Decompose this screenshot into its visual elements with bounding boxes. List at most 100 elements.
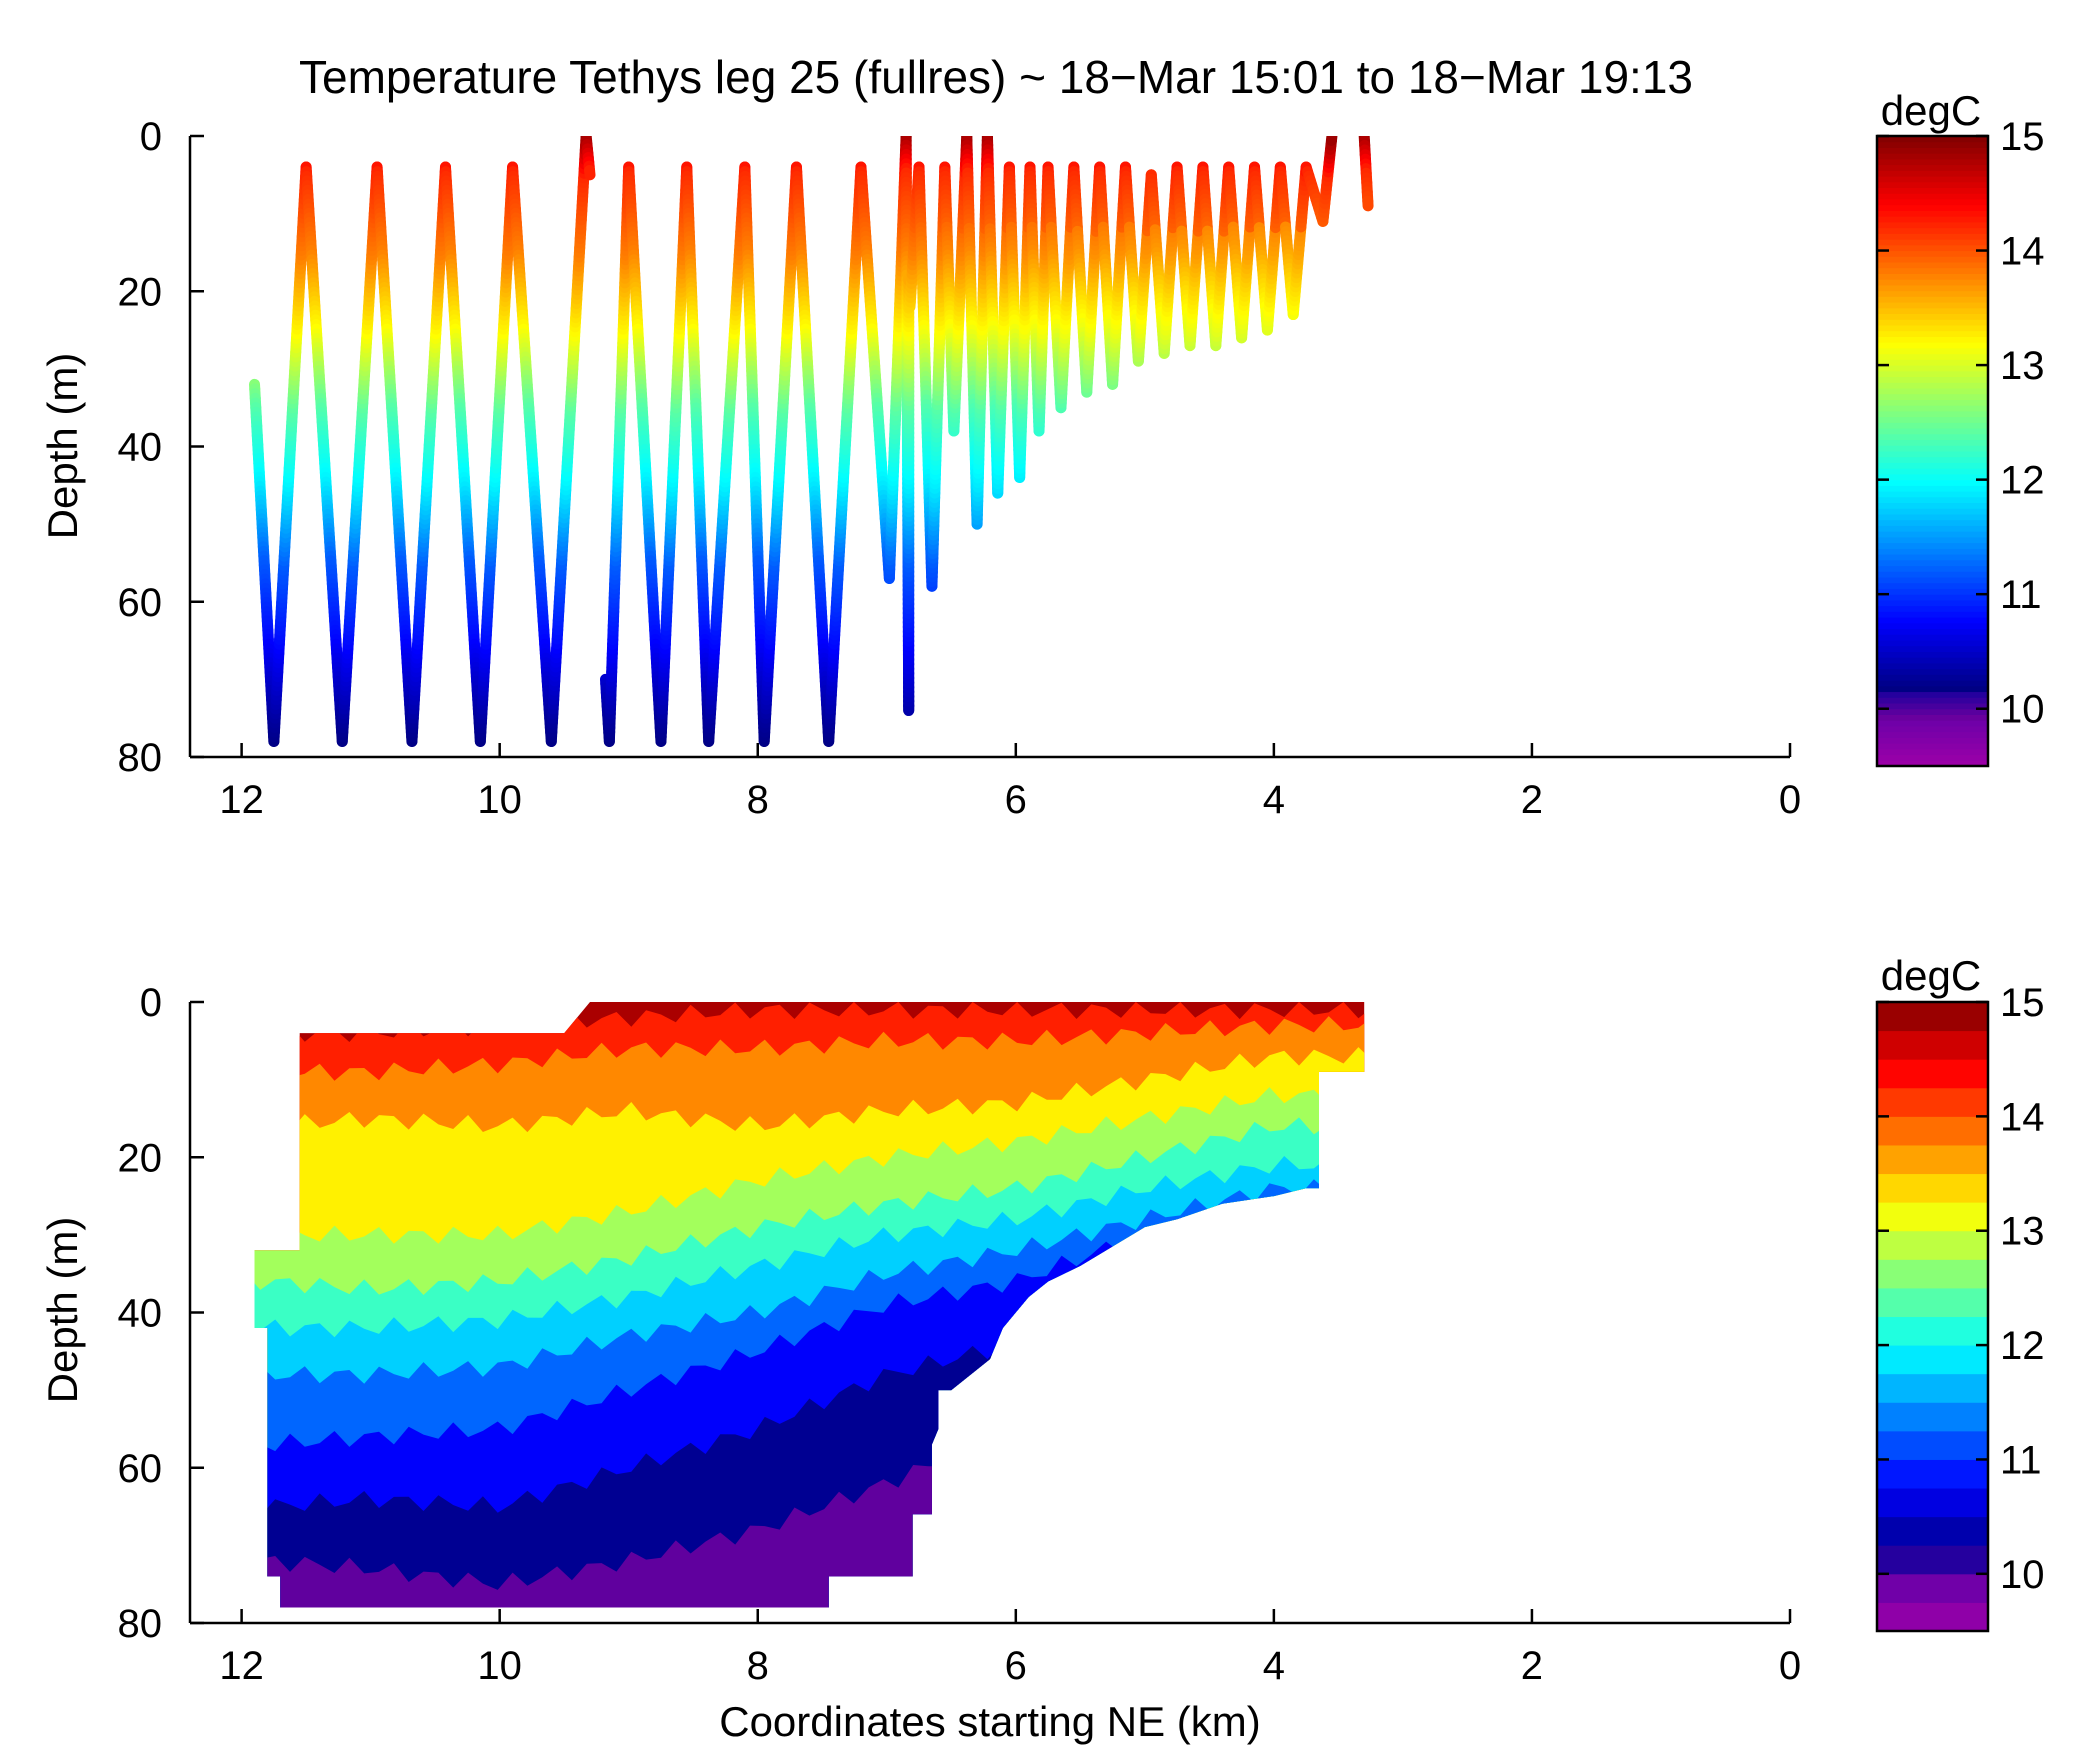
top-colorbar-band [1877,301,1988,309]
bottom-colorbar-frame [1875,1000,1990,1633]
bottom-colorbar-band [1877,1144,1988,1175]
top-colorbar-band [1877,668,1988,675]
bottom-chart-y-tick-label: 40 [118,1292,163,1336]
top-colorbar-band [1877,610,1988,618]
top-colorbar-band [1877,599,1988,607]
top-colorbar-band [1877,479,1988,486]
top-colorbar-band [1877,530,1988,538]
top-colorbar-band [1877,736,1988,744]
top-chart-x-tick-label: 6 [1005,778,1027,822]
top-colorbar-band [1877,570,1988,578]
top-colorbar-band [1877,330,1988,337]
bottom-colorbar-band [1877,1316,1988,1346]
top-colorbar-band [1877,559,1988,567]
top-colorbar-tick-label: 11 [2000,573,2042,617]
top-chart-x-tick-label: 2 [1521,778,1543,822]
bottom-colorbar-label: degC [1881,952,1981,999]
top-colorbar-band [1877,456,1988,463]
top-colorbar-band [1877,662,1988,670]
bottom-colorbar-tick-label: 14 [2000,1095,2045,1139]
top-chart-y-tick-label: 20 [118,270,163,314]
top-colorbar-band [1877,255,1988,263]
top-colorbar-band [1877,439,1988,446]
top-colorbar-band [1877,221,1988,229]
top-colorbar-band [1877,244,1988,252]
top-colorbar-band [1877,421,1988,429]
top-colorbar-band [1877,307,1988,315]
top-colorbar-band [1877,347,1988,355]
top-colorbar-tick-label: 14 [2000,230,2045,274]
bottom-colorbar-band [1877,1344,1988,1375]
bottom-chart-x-tick-label: 8 [747,1644,769,1688]
top-colorbar-band [1877,370,1988,378]
top-colorbar-band [1877,496,1988,504]
top-colorbar-band [1877,748,1988,756]
top-colorbar-band [1877,542,1988,549]
top-colorbar-band [1877,685,1988,693]
top-colorbar-band [1877,398,1988,406]
top-colorbar-band [1877,215,1988,223]
top-colorbar-band [1877,232,1988,240]
top-colorbar-band [1877,381,1988,389]
top-colorbar-band [1877,204,1988,211]
top-colorbar-band [1877,261,1988,269]
bottom-chart-contours [254,1002,1365,1608]
bottom-chart-x-tick-label: 4 [1263,1644,1285,1688]
top-colorbar-band [1877,141,1988,148]
top-colorbar-band [1877,696,1988,704]
top-colorbar-band [1877,364,1988,372]
top-chart-profiles [249,136,1374,747]
bottom-colorbar-band [1877,1516,1988,1546]
bottom-colorbar-band [1877,1201,1988,1232]
bottom-chart-x-tick-label: 12 [219,1644,264,1688]
top-colorbar-band [1877,731,1988,738]
top-colorbar-band [1877,628,1988,635]
top-colorbar-band [1877,691,1988,698]
top-colorbar-band [1877,164,1988,171]
bottom-colorbar-band [1877,1087,1988,1117]
top-colorbar-band [1877,209,1988,217]
top-colorbar-band [1877,673,1988,681]
top-colorbar-band [1877,547,1988,555]
top-colorbar-band [1877,593,1988,601]
top-colorbar-band [1877,450,1988,458]
top-colorbar-band [1877,341,1988,349]
top-colorbar-band [1877,192,1988,200]
top-chart-x-tick-label: 10 [477,778,522,822]
top-colorbar-band [1877,519,1988,526]
top-colorbar-band [1877,708,1988,715]
top-colorbar-band [1877,135,1988,143]
top-colorbar-band [1877,742,1988,750]
top-colorbar-band [1877,536,1988,544]
bottom-colorbar-band [1877,1058,1988,1089]
top-colorbar-band [1877,376,1988,383]
top-colorbar-band [1877,719,1988,727]
top-colorbar-band [1877,513,1988,521]
top-chart-x-tick-label: 8 [747,778,769,822]
bottom-colorbar-tick-label: 13 [2000,1210,2045,1254]
bottom-chart-y-tick-label: 60 [118,1447,163,1491]
bottom-colorbar-band [1877,1287,1988,1317]
top-colorbar-band [1877,272,1988,280]
top-colorbar-band [1877,152,1988,160]
top-chart-y-tick-label: 40 [118,426,163,470]
top-colorbar-label: degC [1881,87,1981,134]
top-colorbar-band [1877,461,1988,469]
top-colorbar-band [1877,565,1988,572]
top-colorbar-band [1877,645,1988,652]
top-chart-y-tick-label: 60 [118,581,163,625]
top-colorbar-band [1877,227,1988,234]
top-colorbar-band [1877,198,1988,206]
top-colorbar-band [1877,427,1988,435]
top-chart-x-tick-label: 4 [1263,778,1285,822]
bottom-colorbar-band [1877,1573,1988,1603]
bottom-colorbar-tick-label: 15 [2000,981,2045,1025]
top-colorbar-band [1877,473,1988,481]
bottom-colorbar-tick-label: 12 [2000,1324,2045,1368]
bottom-chart-y-axis-label: Depth (m) [39,1217,86,1404]
bottom-colorbar-tick-label: 10 [2000,1553,2045,1597]
top-chart-y-tick-label: 80 [118,736,163,780]
top-colorbar-tick-label: 15 [2000,115,2045,159]
top-colorbar-band [1877,433,1988,441]
top-colorbar-band [1877,444,1988,452]
